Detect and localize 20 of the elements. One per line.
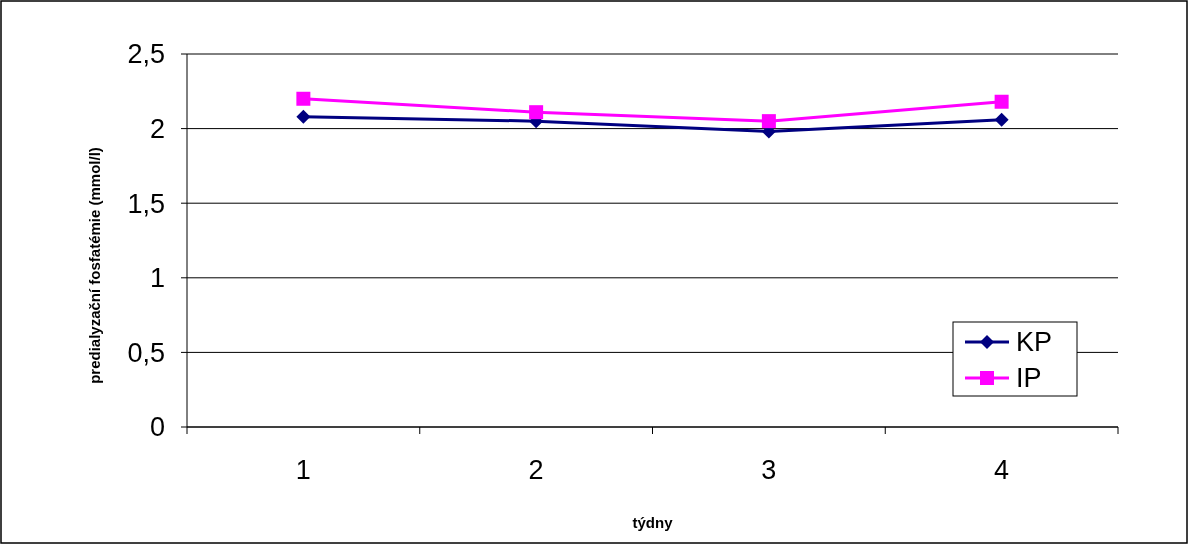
- y-tick-label: 2: [149, 114, 165, 145]
- y-tick-label: 1,5: [127, 188, 165, 219]
- y-tick-label: 0: [149, 412, 165, 443]
- point: [994, 94, 1009, 109]
- point: [529, 105, 544, 120]
- x-tick-label: 4: [994, 455, 1010, 485]
- point: [994, 112, 1009, 127]
- x-tick-label: 1: [295, 455, 311, 485]
- legend-label: KP: [1016, 327, 1053, 358]
- x-tick-label: 3: [761, 455, 777, 485]
- y-tick-label: 1: [149, 263, 165, 294]
- point: [761, 114, 776, 129]
- y-tick-label: 2,5: [127, 39, 165, 70]
- y-tick-label: 0,5: [127, 337, 165, 368]
- y-axis-title: predialyzační fosfatémie (mmol/l): [86, 147, 103, 384]
- legend-label: IP: [1016, 363, 1042, 394]
- point: [296, 109, 311, 124]
- x-axis-title: týdny: [632, 514, 674, 531]
- x-tick-label: 2: [528, 455, 544, 485]
- point: [296, 91, 311, 106]
